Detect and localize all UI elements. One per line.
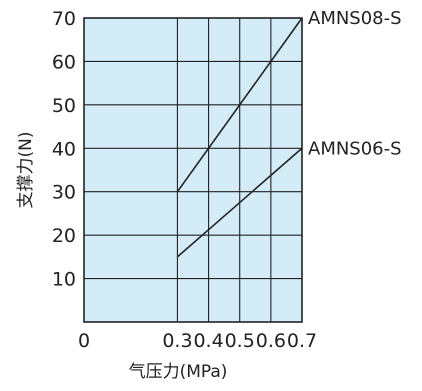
y-axis-title: 支撑力(N) [16,132,36,209]
y-tick-label: 60 [52,51,76,73]
x-axis-title: 气压力(MPa) [129,362,228,382]
y-tick-label: 20 [52,225,76,247]
series-lines [176,17,303,258]
y-tick-label: 10 [52,269,76,291]
y-tick-label: 50 [52,95,76,117]
series-line-1 [176,17,303,193]
x-tick-label: 0 [78,330,90,352]
x-tick-label: 0.3 [162,330,192,352]
grid [84,18,302,322]
y-tick-label: 30 [52,182,76,204]
series-line-2 [176,147,303,258]
series-labels: AMNS08-S AMNS06-S [308,8,402,159]
y-tick-label: 70 [52,8,76,30]
x-tick-label: 0.6 [256,330,286,352]
x-tick-label: 0.7 [287,330,317,352]
x-tick-label: 0.4 [193,330,223,352]
series-label-1: AMNS08-S [308,8,402,29]
x-tick-label: 0.5 [225,330,255,352]
y-tick-label: 40 [52,138,76,160]
series-label-2: AMNS06-S [308,138,402,159]
tick-labels: 0 0.3 0.4 0.5 0.6 0.7 10 20 30 40 50 60 70 [52,8,317,352]
